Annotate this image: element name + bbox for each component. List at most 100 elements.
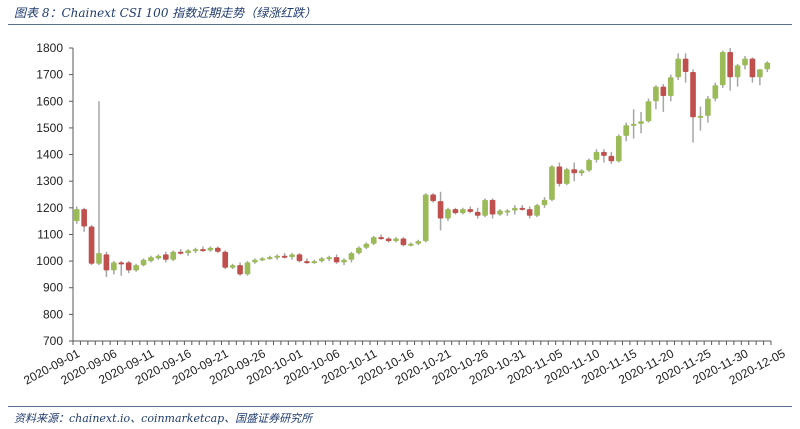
candle-down: [103, 254, 110, 271]
y-tick-label: 1200: [36, 201, 63, 215]
y-tick-label: 900: [43, 281, 63, 295]
candle-up: [73, 209, 80, 222]
y-tick-label: 1500: [36, 121, 63, 135]
candle-up: [326, 257, 333, 260]
y-tick-label: 1100: [37, 227, 63, 241]
candle-up: [348, 253, 355, 260]
candle-up: [148, 257, 154, 262]
candle-down: [571, 169, 578, 174]
candle-up: [155, 255, 162, 259]
candle-up: [697, 115, 704, 118]
candle-down: [378, 237, 384, 240]
candle-up: [274, 255, 281, 258]
candle-up: [415, 241, 422, 244]
candle-down: [556, 166, 563, 184]
candle-up: [675, 58, 682, 78]
title-divider: [8, 24, 792, 25]
candle-up: [318, 258, 325, 262]
candle-up: [356, 247, 362, 254]
candle-down: [385, 238, 392, 242]
candle-up: [705, 98, 711, 116]
candle-down: [88, 226, 95, 264]
candle-up: [185, 250, 191, 254]
candle-down: [200, 249, 206, 252]
candle-up: [586, 159, 592, 171]
y-tick-label: 1600: [36, 94, 63, 108]
candle-up: [408, 243, 414, 246]
candle-up: [541, 199, 548, 206]
candle-up: [719, 51, 726, 86]
candle-up: [460, 209, 466, 214]
candle-up: [511, 207, 518, 211]
y-tick-label: 700: [43, 334, 63, 348]
candle-down: [749, 58, 756, 78]
candle-down: [125, 262, 132, 271]
candle-up: [252, 259, 258, 263]
y-tick-label: 800: [43, 307, 63, 321]
source-note: 资料来源：chainext.io、coinmarketcap、国盛证券研究所: [14, 412, 313, 425]
candle-up: [445, 209, 451, 219]
candle-up: [133, 265, 139, 271]
candle-up: [712, 85, 719, 99]
y-tick-label: 1300: [36, 174, 63, 188]
y-tick-label: 1400: [36, 148, 63, 162]
candle-down: [333, 257, 340, 263]
candle-up: [653, 86, 659, 102]
candle-up: [742, 58, 748, 66]
candle-down: [526, 209, 533, 216]
candle-up: [266, 257, 273, 260]
candle-down: [400, 238, 407, 246]
candle-up: [289, 254, 295, 258]
candle-up: [549, 166, 555, 200]
candle-down: [690, 71, 696, 118]
candle-up: [615, 135, 622, 162]
candle-down: [177, 251, 184, 254]
chart-title: 图表 8：Chainext CSI 100 指数近期走势（绿涨红跌）: [14, 6, 317, 20]
candle-down: [682, 58, 689, 72]
candle-down: [727, 51, 733, 78]
candle-down: [660, 86, 667, 96]
candle-up: [259, 258, 266, 261]
y-tick-label: 1000: [36, 254, 63, 268]
candle-down: [304, 261, 310, 264]
candle-down: [237, 265, 243, 275]
candle-up: [140, 259, 147, 266]
candle-down: [474, 211, 481, 216]
candle-up: [764, 62, 771, 70]
candle-down: [81, 209, 87, 227]
candle-up: [630, 123, 637, 126]
candle-up: [497, 210, 503, 215]
candle-up: [96, 253, 102, 264]
candle-down: [519, 207, 526, 210]
candle-up: [370, 237, 377, 244]
candle-up: [229, 265, 236, 268]
candle-down: [489, 199, 496, 215]
candle-up: [170, 251, 177, 260]
candle-up: [207, 247, 214, 251]
source-divider: [8, 406, 792, 407]
candle-up: [482, 199, 488, 216]
candle-up: [244, 262, 251, 275]
candle-up: [638, 121, 644, 124]
candle-up: [363, 243, 370, 248]
candle-up: [393, 238, 399, 242]
candle-up: [422, 194, 429, 242]
candle-up: [504, 210, 511, 213]
candle-up: [341, 259, 347, 263]
candle-down: [118, 262, 125, 265]
candle-down: [162, 254, 169, 260]
candle-up: [734, 65, 741, 78]
candle-up: [111, 262, 117, 271]
candle-up: [645, 101, 652, 122]
candle-up: [593, 151, 600, 160]
candle-down: [437, 201, 444, 219]
candle-down: [296, 254, 303, 262]
candle-up: [192, 249, 199, 252]
candle-down: [430, 194, 436, 202]
candle-up: [667, 77, 674, 96]
candle-down: [601, 151, 607, 156]
candle-up: [563, 169, 570, 184]
y-tick-label: 1700: [36, 68, 63, 82]
candle-up: [623, 125, 630, 136]
